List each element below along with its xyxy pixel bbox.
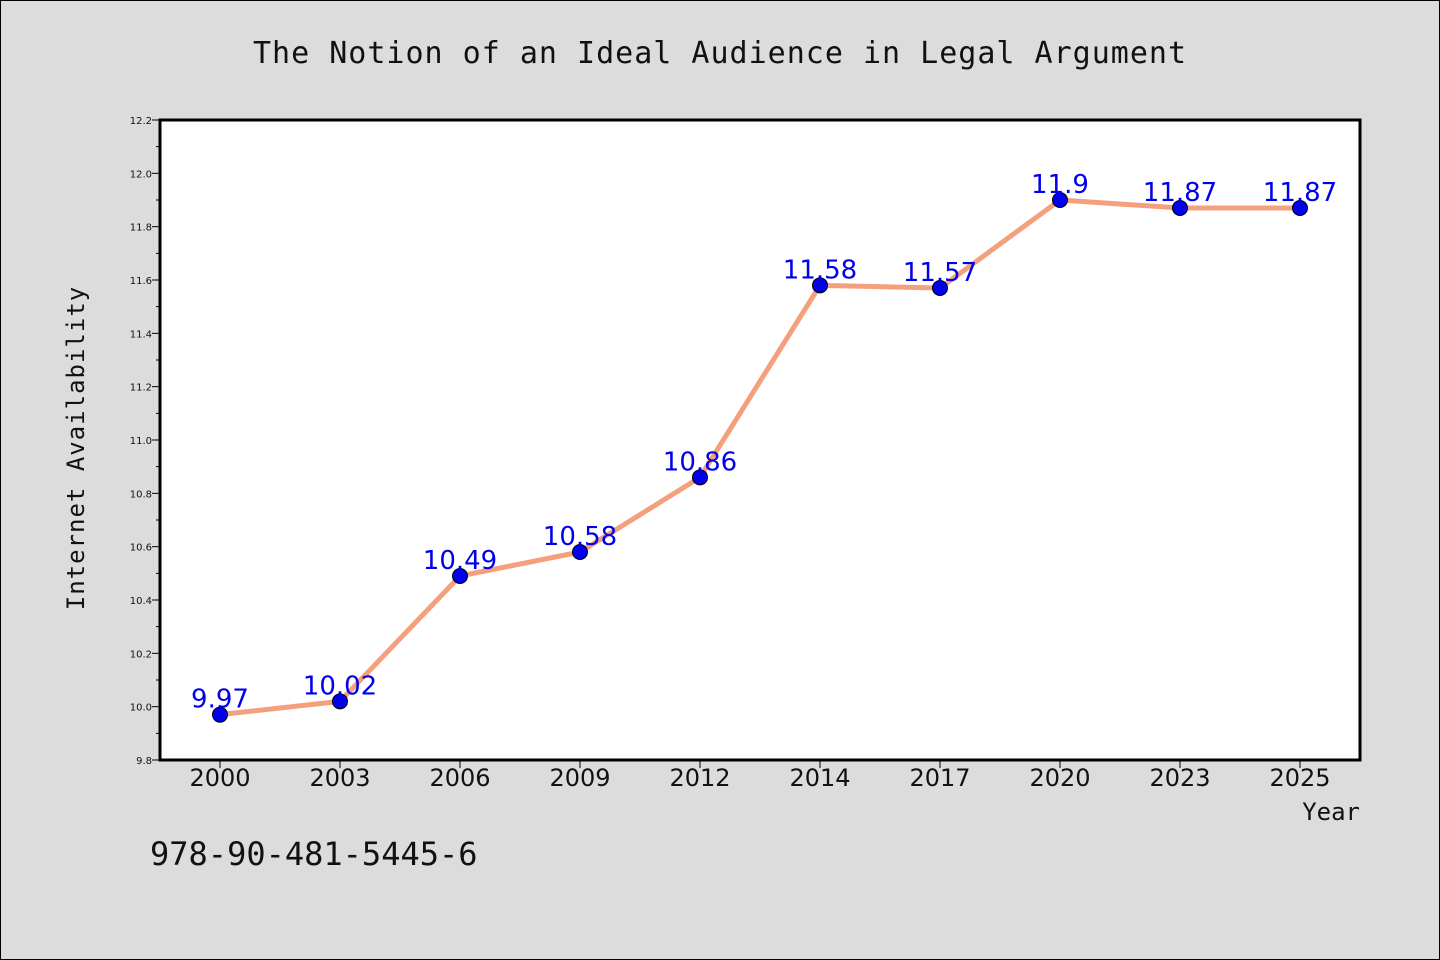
- x-tick-label: 2017: [909, 764, 970, 792]
- y-tick-label: 11.4: [130, 329, 152, 340]
- data-point: [212, 706, 228, 723]
- data-label: 10.58: [543, 522, 617, 552]
- series-line: [217, 197, 1303, 718]
- y-tick-label: 11.6: [130, 276, 152, 287]
- data-point: [1292, 200, 1308, 216]
- y-tick-label: 11.0: [130, 436, 152, 447]
- y-axis: 9.8 10.0 10.2 10.4 10.6 10.8 11.0 11.2 11.4 11.6 1…: [130, 116, 160, 767]
- data-label: 11.58: [783, 255, 857, 285]
- x-tick-label: 2025: [1269, 764, 1330, 792]
- x-axis: 2000 2003 2006 2009 2012 2014 2017 2020 2023 2025: [189, 760, 1331, 792]
- x-tick-label: 2000: [189, 764, 250, 792]
- y-tick-label: 11.2: [130, 383, 152, 394]
- y-tick-label: 10.4: [130, 596, 152, 607]
- y-tick-label: 10.0: [130, 703, 152, 714]
- y-tick-label: 10.2: [130, 649, 152, 660]
- chart-title: The Notion of an Ideal Audience in Legal…: [253, 36, 1187, 71]
- y-tick-label: 10.6: [130, 543, 152, 554]
- data-point: [1052, 192, 1068, 208]
- data-point: [332, 693, 348, 710]
- data-point: [812, 277, 828, 294]
- x-tick-label: 2012: [669, 764, 730, 792]
- x-tick-label: 2003: [309, 764, 370, 792]
- data-label: 10.02: [303, 671, 377, 701]
- y-tick-label: 12.2: [130, 116, 152, 127]
- data-label: 10.49: [423, 546, 497, 576]
- x-tick-label: 2009: [549, 764, 610, 792]
- y-tick-label: 10.8: [130, 489, 152, 500]
- plot-area: [158, 118, 1362, 762]
- data-point: [932, 280, 948, 296]
- x-tick-label: 2023: [1149, 764, 1210, 792]
- isbn-number: 978-90-481-5445-6: [150, 835, 478, 873]
- y-tick-label: 12.0: [130, 169, 152, 180]
- data-point: [1172, 200, 1188, 216]
- data-label: 11.87: [1263, 178, 1337, 208]
- x-tick-label: 2020: [1029, 764, 1090, 792]
- series-line-group: [212, 192, 1308, 723]
- data-point: [572, 544, 588, 560]
- data-label: 11.87: [1143, 178, 1217, 208]
- data-point: [692, 469, 708, 486]
- y-tick-label: 9.8: [136, 756, 152, 767]
- data-label: 11.57: [903, 258, 977, 288]
- data-label: 11.9: [1031, 170, 1089, 200]
- data-label: 9.97: [191, 685, 249, 715]
- x-axis-label: Year: [1302, 798, 1360, 826]
- data-label: 10.86: [663, 447, 737, 477]
- y-tick-label: 11.8: [130, 223, 152, 234]
- data-label-group: 9.97 10.02 10.49 10.58 10.86 11.58 11.57 11.9 11…: [191, 170, 1337, 715]
- data-point: [452, 568, 468, 584]
- x-tick-label: 2014: [789, 764, 850, 792]
- y-axis-label: Internet Availability: [62, 286, 90, 610]
- x-tick-label: 2006: [429, 764, 490, 792]
